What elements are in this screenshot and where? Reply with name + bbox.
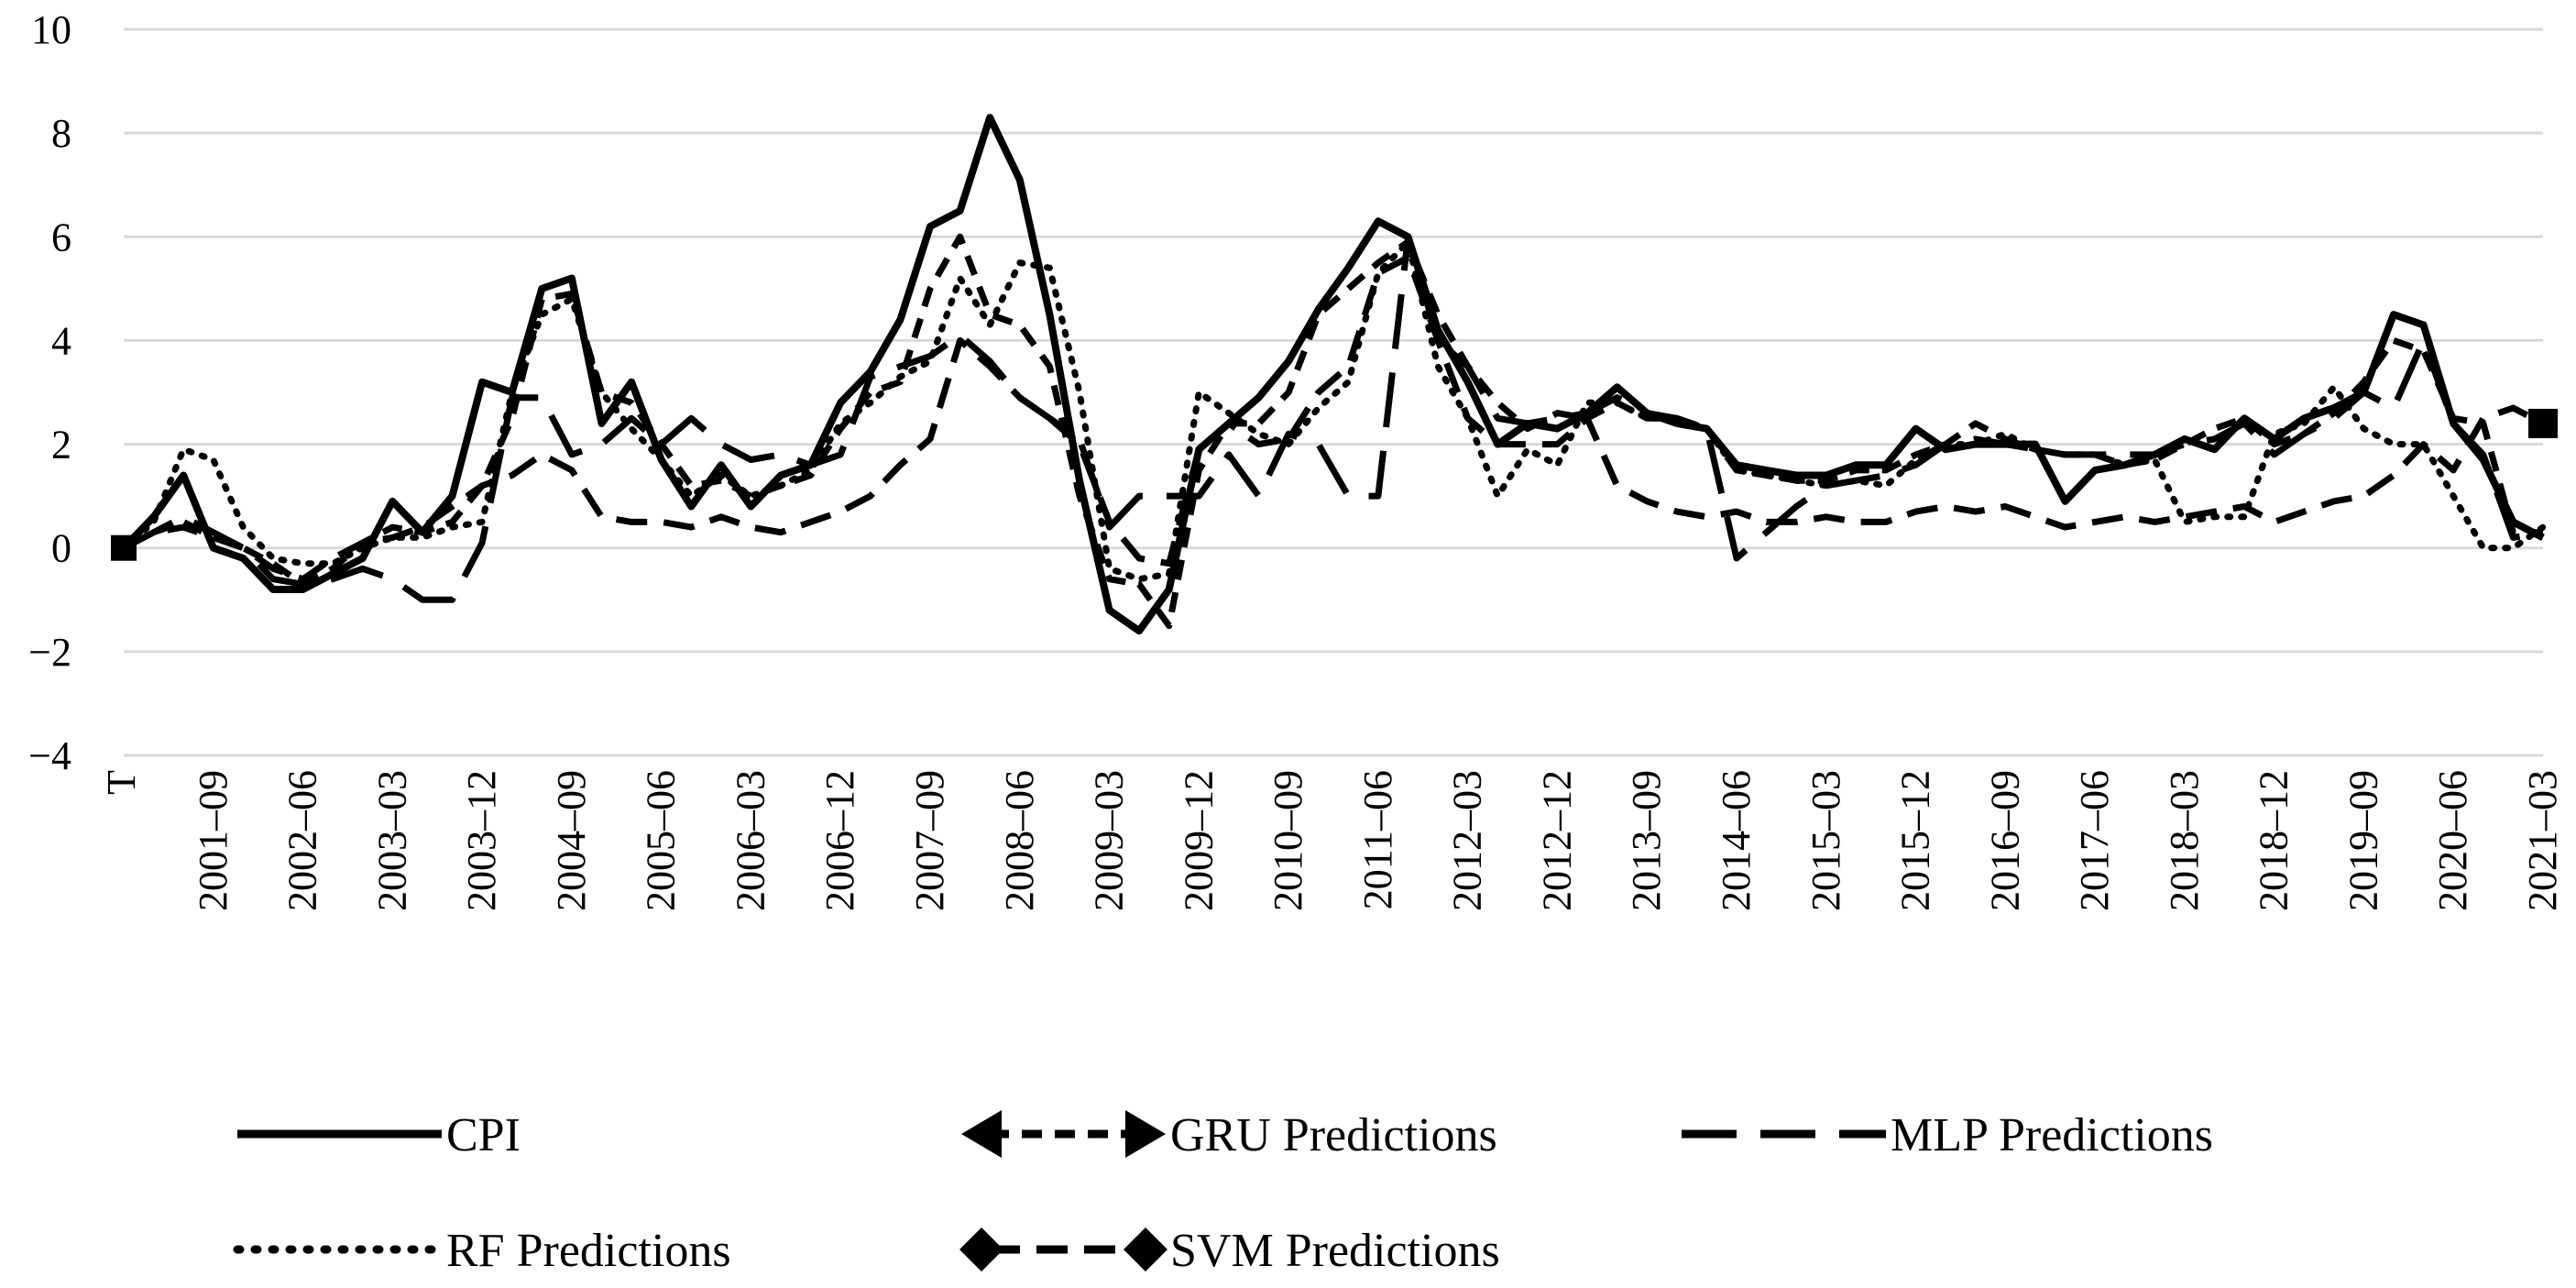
x-tick-label: 2006–12 <box>817 770 862 911</box>
series-end-marker <box>2528 408 2558 438</box>
x-tick-label: 2014–06 <box>1714 770 1759 911</box>
legend-label: MLP Predictions <box>1891 1109 2213 1161</box>
x-tick-label: 2017–06 <box>2072 770 2117 911</box>
legend-item-cpi: CPI <box>237 1109 521 1161</box>
x-tick-label: 2021–03 <box>2520 770 2565 911</box>
legend-marker <box>961 1110 1002 1158</box>
legend: CPI GRU Predictions MLP Predictions RF Pred… <box>233 1109 2213 1277</box>
series-lines <box>111 114 2558 635</box>
series-line-cpi <box>121 114 2545 635</box>
x-tick-label: 2003–12 <box>459 770 504 911</box>
x-tick-label: 2007–09 <box>907 770 952 911</box>
y-tick-label: −2 <box>28 630 71 675</box>
x-tick-label: 2015–12 <box>1893 770 1938 911</box>
legend-label: CPI <box>446 1109 521 1161</box>
y-tick-label: 2 <box>51 423 71 468</box>
y-tick-label: 0 <box>51 526 71 571</box>
x-tick-label: 2013–09 <box>1624 770 1669 911</box>
x-tick-label: 2012–12 <box>1534 770 1579 911</box>
x-tick-label: 2019–09 <box>2340 770 2385 911</box>
x-tick-label: 2020–06 <box>2430 770 2475 911</box>
legend-item-mlp-predictions: MLP Predictions <box>1682 1109 2213 1161</box>
x-axis-ticks: T 2001–09 2002–06 2003–03 2003–12 2004–09 2005… <box>99 770 2565 911</box>
x-tick-label: 2008–06 <box>997 770 1042 911</box>
x-tick-label: 2004–09 <box>549 770 594 911</box>
y-tick-label: −4 <box>28 733 71 778</box>
legend-marker <box>959 1227 1003 1271</box>
legend-label: SVM Predictions <box>1170 1225 1500 1277</box>
legend-label: RF Predictions <box>446 1225 731 1277</box>
legend-item-svm-predictions: SVM Predictions <box>959 1225 1500 1277</box>
legend-item-gru-predictions: GRU Predictions <box>961 1109 1497 1161</box>
series-line-gru-predictions <box>122 233 2543 630</box>
x-tick-label: 2003–03 <box>369 770 414 911</box>
y-tick-label: 8 <box>51 111 71 156</box>
x-tick-label: 2009–12 <box>1176 770 1221 911</box>
x-tick-label: 2018–12 <box>2252 770 2296 911</box>
x-tick-label: 2005–06 <box>639 770 684 911</box>
x-tick-label: 2002–06 <box>280 770 325 911</box>
legend-label: GRU Predictions <box>1170 1109 1497 1161</box>
x-tick-label: T <box>99 770 144 795</box>
legend-marker <box>1124 1227 1167 1271</box>
x-tick-label: 2011–06 <box>1355 770 1400 909</box>
x-tick-label: 2009–03 <box>1087 770 1132 911</box>
x-tick-label: 2001–09 <box>191 770 236 911</box>
series-line-mlp-predictions <box>122 233 2544 603</box>
x-tick-label: 2010–09 <box>1266 770 1310 911</box>
series-start-marker <box>111 534 137 561</box>
x-tick-label: 2015–03 <box>1803 770 1848 911</box>
y-tick-label: 10 <box>31 7 71 52</box>
y-tick-label: 6 <box>51 215 71 259</box>
y-tick-label: 4 <box>51 318 71 363</box>
x-tick-label: 2018–03 <box>2162 770 2207 911</box>
legend-item-rf-predictions: RF Predictions <box>233 1225 731 1277</box>
series-line-rf-predictions <box>120 238 2547 583</box>
y-axis-ticks: −4 −2 0 2 4 6 8 10 <box>28 7 71 778</box>
legend-marker <box>1125 1110 1166 1158</box>
x-tick-label: 2012–03 <box>1445 770 1490 911</box>
series-line-svm-predictions <box>122 254 2545 583</box>
x-tick-label: 2006–03 <box>728 770 773 911</box>
x-tick-label: 2016–09 <box>1982 770 2027 911</box>
